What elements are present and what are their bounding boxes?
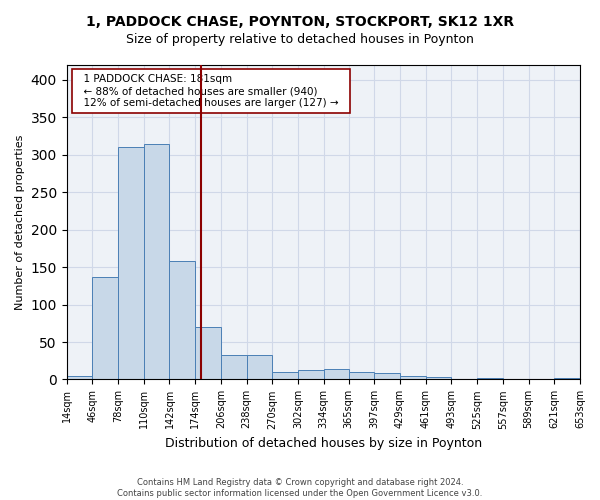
Bar [554,378,580,380]
Bar [349,372,374,380]
Bar [426,377,451,380]
Bar [92,277,118,380]
Bar [169,261,195,380]
Bar [118,146,144,380]
X-axis label: Distribution of detached houses by size in Poynton: Distribution of detached houses by size … [165,437,482,450]
Bar [144,144,169,380]
Text: Size of property relative to detached houses in Poynton: Size of property relative to detached ho… [126,32,474,46]
Bar [374,374,400,380]
Text: Contains HM Land Registry data © Crown copyright and database right 2024.
Contai: Contains HM Land Registry data © Crown c… [118,478,482,498]
Y-axis label: Number of detached properties: Number of detached properties [15,134,25,310]
Bar [324,369,349,380]
Bar [298,370,324,380]
Bar [477,378,503,380]
Text: 1 PADDOCK CHASE: 181sqm  
  ← 88% of detached houses are smaller (940)  
  12% o: 1 PADDOCK CHASE: 181sqm ← 88% of detache… [77,74,345,108]
Text: 1, PADDOCK CHASE, POYNTON, STOCKPORT, SK12 1XR: 1, PADDOCK CHASE, POYNTON, STOCKPORT, SK… [86,15,514,29]
Bar [67,376,92,380]
Bar [272,372,298,380]
Bar [195,327,221,380]
Bar [247,356,272,380]
Bar [221,356,247,380]
Bar [400,376,426,380]
